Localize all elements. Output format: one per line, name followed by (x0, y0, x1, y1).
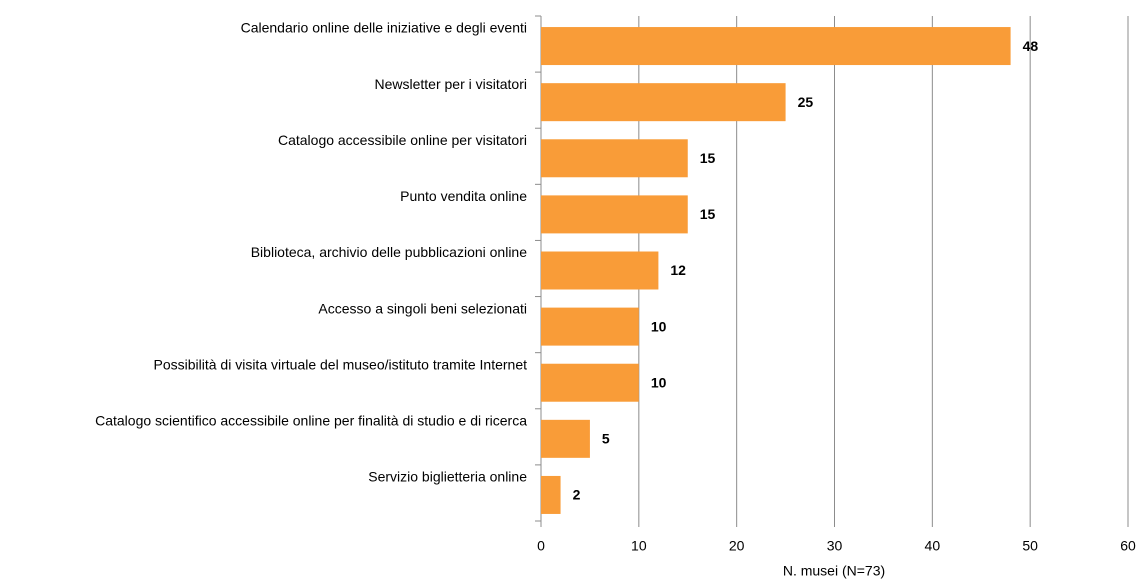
bar (541, 419, 590, 458)
y-tick-label: Catalogo scientifico accessibile online … (95, 412, 527, 428)
bar (541, 27, 1011, 66)
x-tick-label: 20 (729, 538, 745, 554)
y-tick-label: Accesso a singoli beni selezionati (318, 300, 527, 316)
y-tick-label: Catalogo accessibile online per visitato… (278, 132, 527, 148)
bar (541, 251, 659, 290)
value-label: 25 (798, 94, 814, 110)
y-tick-label: Biblioteca, archivio delle pubblicazioni… (251, 244, 527, 260)
value-label: 10 (651, 374, 667, 390)
bar (541, 307, 639, 346)
value-label: 15 (700, 150, 716, 166)
x-tick-label: 30 (827, 538, 843, 554)
x-tick-label: 50 (1022, 538, 1038, 554)
value-label: 12 (670, 262, 686, 278)
bar (541, 475, 561, 514)
bar (541, 139, 688, 178)
x-tick-label: 10 (631, 538, 647, 554)
y-tick-label: Possibilità di visita virtuale del museo… (154, 356, 528, 372)
bar (541, 83, 786, 122)
x-tick-label: 0 (537, 538, 545, 554)
value-label: 2 (573, 487, 581, 503)
x-tick-label: 40 (925, 538, 941, 554)
value-label: 48 (1023, 38, 1039, 54)
y-tick-label: Punto vendita online (400, 188, 527, 204)
value-label: 15 (700, 206, 716, 222)
x-tick-label: 60 (1120, 538, 1136, 554)
value-label: 5 (602, 431, 610, 447)
value-label: 10 (651, 318, 667, 334)
bar (541, 195, 688, 234)
y-tick-label: Servizio biglietteria online (368, 469, 527, 485)
y-tick-label: Newsletter per i visitatori (375, 76, 528, 92)
y-tick-label: Calendario online delle iniziative e deg… (241, 20, 527, 36)
x-axis-title: N. musei (N=73) (783, 563, 885, 579)
bar (541, 363, 639, 402)
